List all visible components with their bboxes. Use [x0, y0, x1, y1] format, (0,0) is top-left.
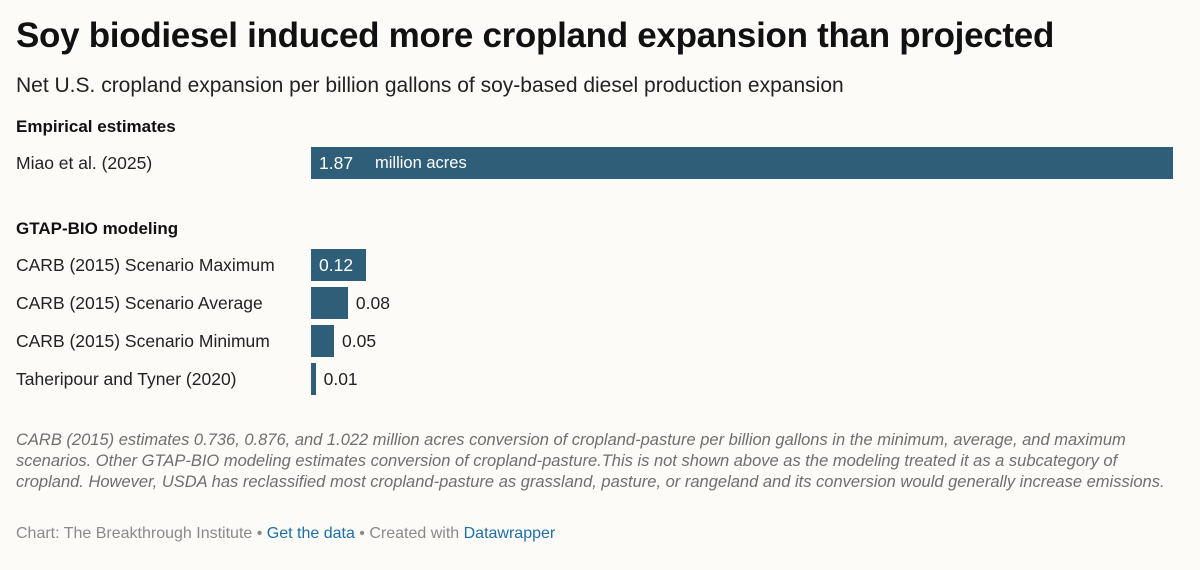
- value-label: 0.12: [319, 255, 354, 275]
- bar: [311, 147, 1173, 179]
- bar: [311, 325, 335, 357]
- value-label: 1.87: [319, 153, 354, 173]
- footer-created-with: • Created with: [354, 525, 464, 542]
- chart-title: Soy biodiesel induced more cropland expa…: [16, 16, 1055, 55]
- datawrapper-link[interactable]: Datawrapper: [463, 525, 556, 542]
- bar-label: Taheripour and Tyner (2020): [16, 369, 237, 389]
- value-label: 0.05: [342, 331, 377, 351]
- footer-separator: •: [252, 525, 267, 542]
- bar-label: CARB (2015) Scenario Minimum: [16, 331, 270, 351]
- bar: [311, 363, 316, 395]
- value-label: 0.01: [323, 369, 358, 389]
- group-label: Empirical estimates: [16, 117, 176, 136]
- value-label: 0.08: [355, 293, 390, 313]
- chart-note: CARB (2015) estimates 0.736, 0.876, and …: [16, 431, 1165, 491]
- bar-label: CARB (2015) Scenario Maximum: [16, 255, 275, 275]
- bar: [311, 287, 348, 319]
- unit-label: million acres: [375, 154, 467, 172]
- chart-subtitle: Net U.S. cropland expansion per billion …: [16, 74, 844, 97]
- chart-footer: Chart: The Breakthrough Institute • Get …: [16, 525, 555, 543]
- bar-label: CARB (2015) Scenario Average: [16, 293, 263, 313]
- bar: [311, 249, 367, 281]
- source-credit: Chart: The Breakthrough Institute: [16, 525, 253, 542]
- group-label: GTAP-BIO modeling: [16, 219, 179, 238]
- bar-label: Miao et al. (2025): [16, 153, 153, 173]
- get-data-link[interactable]: Get the data: [266, 525, 355, 542]
